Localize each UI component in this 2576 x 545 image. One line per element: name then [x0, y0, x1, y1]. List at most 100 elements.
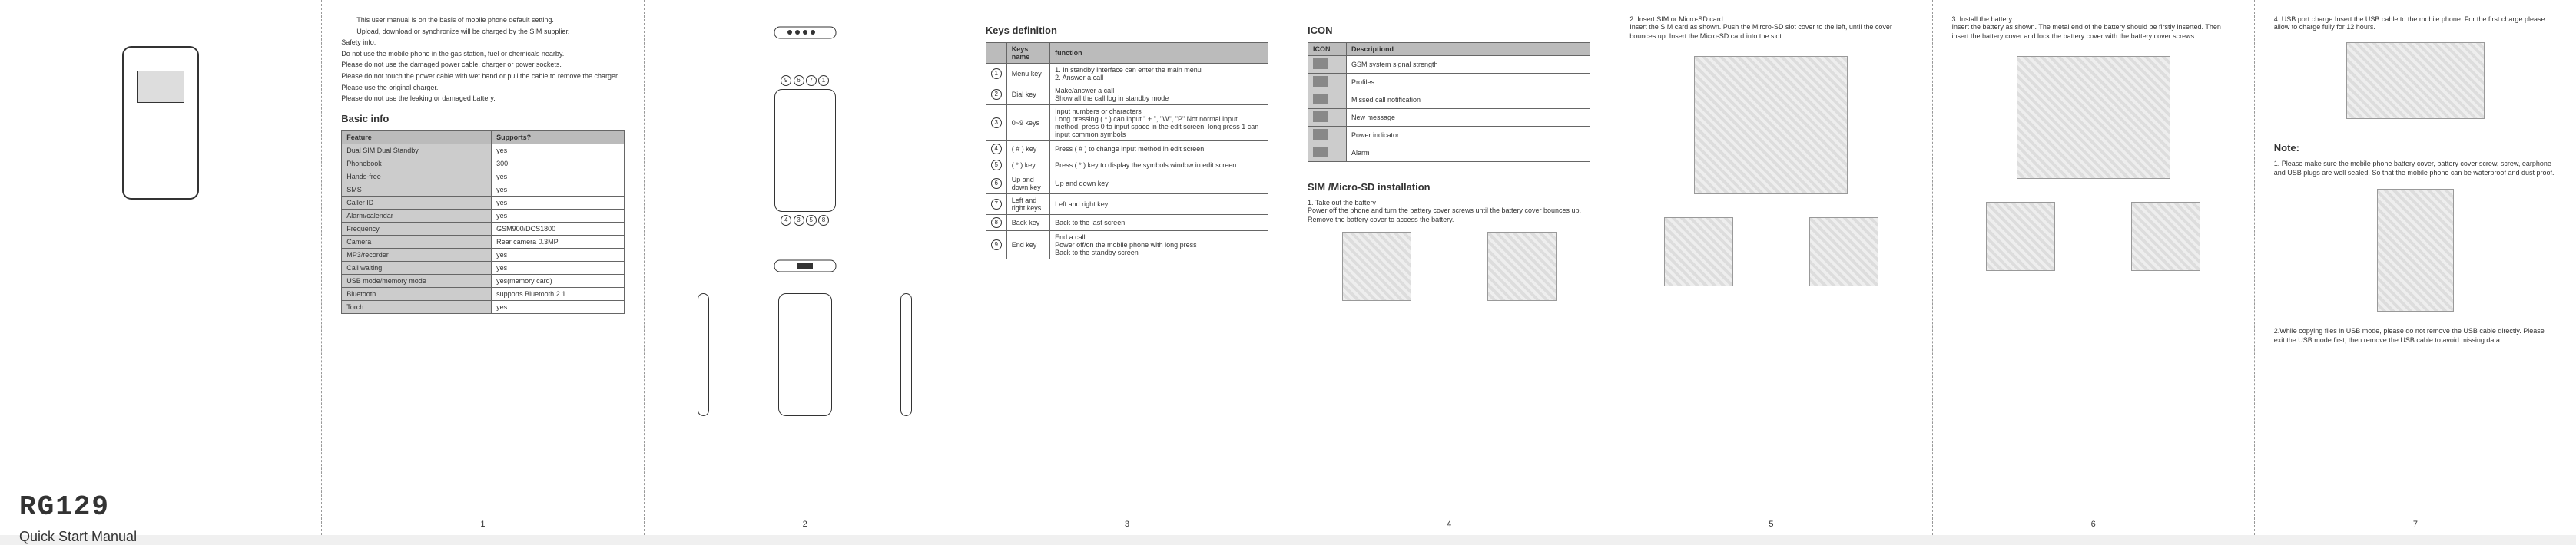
table-row: 8Back keyBack to the last screen: [986, 215, 1268, 231]
table-row: Missed call notification: [1308, 91, 1590, 109]
page-number: 7: [2413, 520, 2418, 529]
keys-table: Keys namefunction 1Menu key1. In standby…: [986, 42, 1268, 259]
side-views: [664, 293, 947, 416]
note-section: Note: 1. Please make sure the mobile pho…: [2274, 142, 2557, 177]
table-row: 7Left and right keysLeft and right key: [986, 194, 1268, 215]
intro-line: This user manual is on the basis of mobi…: [341, 15, 624, 25]
step2-illustrations: [1629, 210, 1912, 294]
panel-1: RG129 Quick Start Manual: [0, 0, 322, 535]
intro-line: Please do not touch the power cable with…: [341, 71, 624, 81]
table-row: 5( * ) keyPress ( * ) key to display the…: [986, 157, 1268, 173]
table-row: 30~9 keysInput numbers or characters Lon…: [986, 105, 1268, 141]
cover-install-icon: [1986, 202, 2055, 271]
seal-icon: [2377, 189, 2454, 312]
signal-icon: [1313, 58, 1328, 69]
power-icon: [1313, 129, 1328, 140]
product-logo: RG129: [19, 491, 302, 523]
note-body: 1. Please make sure the mobile phone bat…: [2274, 160, 2557, 177]
table-header: Supports?: [492, 130, 624, 144]
table-row: Phonebook300: [342, 157, 624, 170]
table-row: Call waitingyes: [342, 261, 624, 274]
step-body: Insert the SIM card as shown. Push the M…: [1629, 23, 1912, 41]
basic-info-title: Basic info: [341, 113, 624, 124]
page-number: 4: [1447, 520, 1451, 529]
step-heading: 4. USB port charge Insert the USB cable …: [2274, 15, 2557, 31]
table-row: FrequencyGSM900/DCS1800: [342, 222, 624, 235]
table-row: Caller IDyes: [342, 196, 624, 209]
sim-insert-icon: [1694, 56, 1848, 194]
profiles-icon: [1313, 76, 1328, 87]
basic-info-table: FeatureSupports? Dual SIM Dual Standbyye…: [341, 130, 624, 314]
intro-text: This user manual is on the basis of mobi…: [341, 15, 624, 104]
note-title: Note:: [2274, 142, 2557, 154]
table-row: GSM system signal strength: [1308, 56, 1590, 74]
page-number: 2: [803, 520, 807, 529]
step-body: Insert the battery as shown. The metal e…: [1952, 23, 2235, 41]
cover-lock-icon: [2131, 202, 2200, 271]
page-number: 3: [1125, 520, 1129, 529]
panel-diagrams: 9 6 7 1 4 3 5 8 2: [645, 0, 966, 535]
table-header: Feature: [342, 130, 492, 144]
intro-line: Please do not use the leaking or damaged…: [341, 94, 624, 104]
sd-slot-icon: [1664, 217, 1733, 286]
note-body: 2.While copying files in USB mode, pleas…: [2274, 327, 2557, 345]
keypad-diagram: 9 6 7 1 4 3 5 8: [664, 75, 947, 226]
battery-install-icon: [2017, 56, 2170, 179]
battery-cover-icon: [1342, 232, 1411, 301]
panel-6: 3. Install the battery Insert the batter…: [1933, 0, 2255, 535]
side-view-icon: [698, 293, 709, 416]
step-heading: 1. Take out the battery: [1308, 199, 1590, 206]
icon-table: ICONDescriptiond GSM system signal stren…: [1308, 42, 1590, 162]
side-view-icon: [900, 293, 912, 416]
table-row: 2Dial keyMake/answer a call Show all the…: [986, 84, 1268, 105]
table-row: Alarm: [1308, 144, 1590, 162]
table-row: Bluetoothsupports Bluetooth 2.1: [342, 287, 624, 300]
alarm-icon: [1313, 147, 1328, 157]
table-row: 1Menu key1. In standby interface can ent…: [986, 64, 1268, 84]
table-row: Torchyes: [342, 300, 624, 313]
table-row: USB mode/memory modeyes(memory card): [342, 274, 624, 287]
page-number: 6: [2091, 520, 2096, 529]
table-row: New message: [1308, 109, 1590, 127]
keys-title: Keys definition: [986, 25, 1268, 36]
panel-7: 4. USB port charge Insert the USB cable …: [2255, 0, 2576, 535]
step-body: Power off the phone and turn the battery…: [1308, 206, 1590, 224]
icon-title: ICON: [1308, 25, 1590, 36]
intro-line: Please use the original charger.: [341, 83, 624, 93]
page-number: 1: [480, 520, 485, 529]
table-row: 9End keyEnd a call Power off/on the mobi…: [986, 231, 1268, 259]
table-row: 4( # ) keyPress ( # ) to change input me…: [986, 141, 1268, 157]
top-view-icon: [664, 23, 947, 45]
step1-illustrations: [1308, 224, 1590, 309]
table-row: Hands-freeyes: [342, 170, 624, 183]
phone-illustration: [122, 46, 199, 200]
battery-remove-icon: [1487, 232, 1557, 301]
intro-line: Do not use the mobile phone in the gas s…: [341, 49, 624, 59]
panel-5: 2. Insert SIM or Micro-SD card Insert th…: [1610, 0, 1932, 535]
phone-front-icon: [774, 89, 836, 212]
phone-back-icon: [778, 293, 832, 416]
table-row: Alarm/calendaryes: [342, 209, 624, 222]
message-icon: [1313, 111, 1328, 122]
usb-charge-icon: [2346, 42, 2485, 119]
panel-4: ICON ICONDescriptiond GSM system signal …: [1288, 0, 1610, 535]
manual-strip: RG129 Quick Start Manual This user manua…: [0, 0, 2576, 535]
page-number: 5: [1769, 520, 1773, 529]
sim-title: SIM /Micro-SD installation: [1308, 181, 1590, 193]
manual-subtitle: Quick Start Manual: [19, 529, 302, 545]
missed-call-icon: [1313, 94, 1328, 104]
panel-2: This user manual is on the basis of mobi…: [322, 0, 644, 535]
step-heading: 2. Insert SIM or Micro-SD card: [1629, 15, 1912, 23]
panel-3: Keys definition Keys namefunction 1Menu …: [966, 0, 1288, 535]
table-row: Power indicator: [1308, 127, 1590, 144]
bottom-view-icon: [664, 256, 947, 278]
intro-line: Safety info:: [341, 38, 624, 48]
sd-insert-icon: [1809, 217, 1878, 286]
table-row: Dual SIM Dual Standbyyes: [342, 144, 624, 157]
table-row: 6Up and down keyUp and down key: [986, 173, 1268, 194]
intro-line: Please do not use the damaged power cabl…: [341, 60, 624, 70]
table-row: CameraRear camera 0.3MP: [342, 235, 624, 248]
table-row: SMSyes: [342, 183, 624, 196]
table-row: MP3/recorderyes: [342, 248, 624, 261]
step-heading: 3. Install the battery: [1952, 15, 2235, 23]
